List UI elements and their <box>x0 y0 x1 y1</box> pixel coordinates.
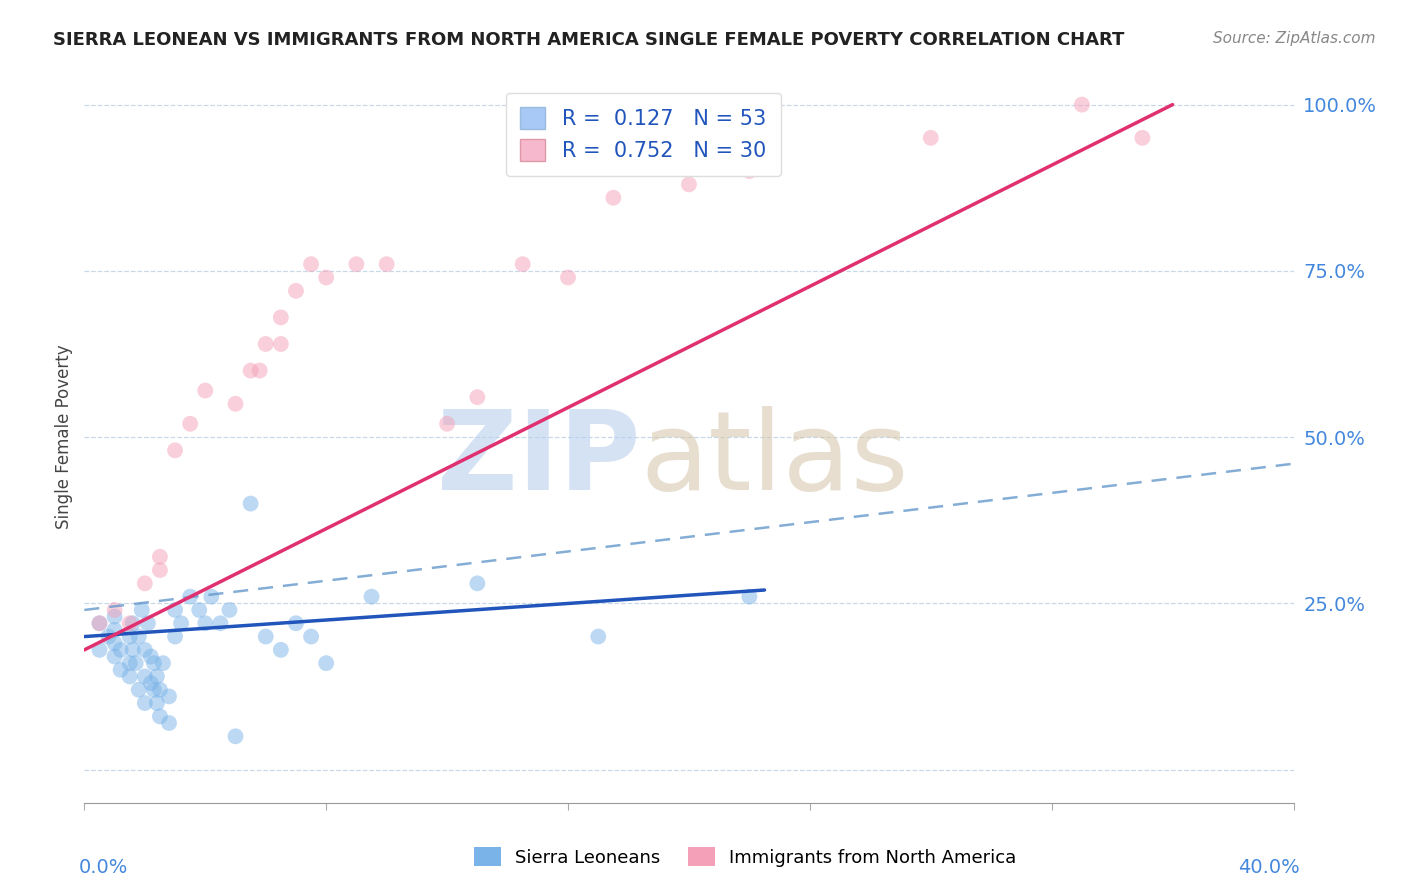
Point <box>346 257 368 271</box>
Point <box>149 709 172 723</box>
Point <box>270 643 292 657</box>
Point <box>118 656 141 670</box>
Legend: R =  0.127   N = 53, R =  0.752   N = 30: R = 0.127 N = 53, R = 0.752 N = 30 <box>506 93 780 176</box>
Point <box>139 649 162 664</box>
Point <box>110 643 132 657</box>
Point <box>738 164 761 178</box>
Point <box>512 257 534 271</box>
Point <box>188 603 211 617</box>
Point <box>254 630 277 644</box>
Point <box>146 669 169 683</box>
Point <box>738 590 761 604</box>
Point <box>165 630 187 644</box>
Point <box>557 270 579 285</box>
Point <box>104 623 127 637</box>
Text: SIERRA LEONEAN VS IMMIGRANTS FROM NORTH AMERICA SINGLE FEMALE POVERTY CORRELATIO: SIERRA LEONEAN VS IMMIGRANTS FROM NORTH … <box>53 31 1125 49</box>
Point <box>436 417 458 431</box>
Point <box>467 390 489 404</box>
Point <box>270 310 292 325</box>
Point <box>194 616 217 631</box>
Point <box>134 643 156 657</box>
Point <box>254 337 277 351</box>
Point <box>89 616 111 631</box>
Point <box>142 656 165 670</box>
Point <box>131 603 153 617</box>
Y-axis label: Single Female Poverty: Single Female Poverty <box>55 345 73 529</box>
Point <box>134 576 156 591</box>
Point <box>149 682 172 697</box>
Point <box>128 682 150 697</box>
Point <box>134 669 156 683</box>
Point <box>270 337 292 351</box>
Point <box>1071 97 1094 112</box>
Point <box>299 257 322 271</box>
Point <box>602 191 624 205</box>
Point <box>104 649 127 664</box>
Point <box>136 616 159 631</box>
Point <box>315 270 337 285</box>
Point <box>157 716 180 731</box>
Point <box>157 690 180 704</box>
Point <box>128 630 150 644</box>
Point <box>125 656 148 670</box>
Point <box>194 384 217 398</box>
Point <box>118 669 141 683</box>
Point <box>110 663 132 677</box>
Point <box>315 656 337 670</box>
Text: Source: ZipAtlas.com: Source: ZipAtlas.com <box>1212 31 1375 46</box>
Point <box>89 616 111 631</box>
Point <box>118 616 141 631</box>
Point <box>142 682 165 697</box>
Point <box>104 603 127 617</box>
Point <box>678 178 700 192</box>
Point <box>104 609 127 624</box>
Point <box>139 676 162 690</box>
Point <box>149 563 172 577</box>
Point <box>200 590 222 604</box>
Point <box>121 643 143 657</box>
Point <box>285 616 308 631</box>
Point <box>209 616 232 631</box>
Point <box>360 590 382 604</box>
Point <box>179 590 201 604</box>
Point <box>165 603 187 617</box>
Legend: Sierra Leoneans, Immigrants from North America: Sierra Leoneans, Immigrants from North A… <box>467 840 1024 874</box>
Point <box>225 397 247 411</box>
Point <box>134 696 156 710</box>
Text: 40.0%: 40.0% <box>1237 858 1299 877</box>
Point <box>920 131 942 145</box>
Point <box>146 696 169 710</box>
Point <box>299 630 322 644</box>
Point <box>89 643 111 657</box>
Point <box>97 630 120 644</box>
Point <box>375 257 398 271</box>
Point <box>239 497 262 511</box>
Text: atlas: atlas <box>641 406 910 513</box>
Point <box>179 417 201 431</box>
Point <box>249 363 271 377</box>
Point <box>467 576 489 591</box>
Point <box>1130 131 1153 145</box>
Point <box>239 363 262 377</box>
Point <box>104 636 127 650</box>
Point <box>588 630 610 644</box>
Point <box>225 729 247 743</box>
Point <box>149 549 172 564</box>
Point <box>170 616 193 631</box>
Point <box>152 656 174 670</box>
Point <box>118 630 141 644</box>
Text: 0.0%: 0.0% <box>79 858 128 877</box>
Point <box>121 616 143 631</box>
Point <box>218 603 240 617</box>
Text: ZIP: ZIP <box>437 406 641 513</box>
Point <box>285 284 308 298</box>
Point <box>165 443 187 458</box>
